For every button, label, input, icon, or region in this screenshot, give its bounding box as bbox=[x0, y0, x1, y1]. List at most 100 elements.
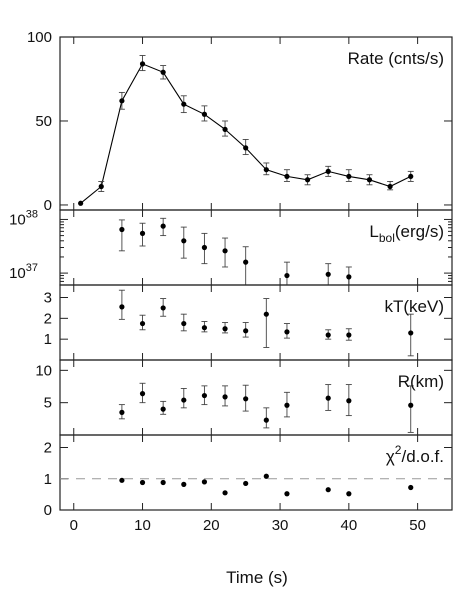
panel-label-rest: /d.o.f. bbox=[401, 447, 444, 466]
y-tick-label: 1 bbox=[44, 331, 52, 348]
data-point bbox=[243, 328, 249, 334]
y-tick-label: 2 bbox=[44, 310, 52, 327]
data-point bbox=[346, 274, 352, 280]
data-point bbox=[222, 248, 228, 254]
data-point bbox=[408, 484, 414, 491]
data-point bbox=[160, 406, 166, 412]
data-point bbox=[325, 168, 331, 174]
data-point bbox=[160, 479, 166, 486]
data-point bbox=[263, 417, 269, 423]
panel-label: Rate (cnts/s) bbox=[348, 49, 444, 68]
data-point bbox=[346, 398, 352, 404]
panel-frame bbox=[59, 434, 453, 511]
panel-3: 1 2 3 kT(keV) bbox=[44, 284, 453, 361]
data-point bbox=[181, 238, 187, 244]
x-tick-label: 10 bbox=[134, 517, 151, 534]
data-point bbox=[181, 101, 187, 107]
y-tick-label: 1038 bbox=[9, 208, 38, 228]
panel-frame bbox=[59, 359, 453, 436]
data-point bbox=[387, 183, 393, 190]
y-tick-label: 50 bbox=[35, 113, 52, 130]
data-point bbox=[201, 392, 208, 399]
data-point bbox=[284, 491, 290, 497]
data-point bbox=[201, 111, 208, 117]
panel-label: Lbol(erg/s) bbox=[369, 222, 444, 245]
data-point bbox=[284, 173, 290, 180]
data-point bbox=[181, 320, 187, 327]
data-point bbox=[119, 409, 125, 415]
data-point bbox=[139, 61, 146, 67]
panel-2: 1037 1038 Lbol(erg/s) bbox=[9, 208, 453, 286]
x-tick-label: 20 bbox=[203, 517, 220, 534]
y-tick-label: 0 bbox=[44, 502, 52, 519]
data-point bbox=[139, 479, 146, 486]
panel-label-main: L bbox=[369, 222, 378, 241]
data-point bbox=[78, 200, 84, 206]
panel-label-superscript: 2 bbox=[395, 443, 402, 457]
data-point bbox=[366, 177, 373, 183]
data-point bbox=[346, 491, 352, 497]
data-point bbox=[243, 480, 249, 487]
data-point bbox=[222, 490, 228, 496]
panel-label-rest: (erg/s) bbox=[395, 222, 444, 241]
data-point bbox=[325, 271, 331, 277]
data-point bbox=[222, 126, 228, 132]
data-point bbox=[408, 173, 414, 180]
x-axis: 0 10 20 30 40 50 bbox=[70, 517, 426, 534]
data-point bbox=[325, 332, 331, 338]
data-point bbox=[119, 304, 125, 310]
y-tick-exponent: 37 bbox=[26, 262, 38, 274]
data-point bbox=[222, 326, 228, 332]
data-point bbox=[284, 329, 290, 335]
data-point bbox=[139, 230, 146, 236]
data-point bbox=[119, 477, 125, 483]
data-point bbox=[181, 481, 187, 487]
data-point bbox=[408, 402, 414, 408]
series-line bbox=[80, 63, 411, 204]
data-point bbox=[325, 487, 331, 493]
data-point bbox=[243, 145, 249, 151]
data-point bbox=[346, 332, 352, 338]
panel-label: kT(keV) bbox=[385, 297, 445, 316]
data-point bbox=[284, 402, 290, 408]
x-tick-label: 0 bbox=[70, 517, 78, 534]
y-tick-label: 1 bbox=[44, 471, 52, 488]
data-point bbox=[181, 397, 187, 403]
data-point bbox=[160, 223, 166, 229]
data-point bbox=[222, 394, 228, 400]
panel-label: χ2/d.o.f. bbox=[386, 443, 444, 466]
panel-label: R(km) bbox=[398, 372, 444, 391]
data-point bbox=[201, 479, 208, 485]
data-point bbox=[263, 311, 269, 317]
data-point bbox=[243, 259, 249, 265]
data-point bbox=[201, 244, 208, 251]
panel-label-subscript: bol bbox=[379, 231, 395, 245]
y-tick-label: 10 bbox=[35, 362, 52, 379]
data-point bbox=[325, 395, 331, 401]
y-tick-label: 0 bbox=[44, 197, 52, 214]
data-point bbox=[139, 320, 146, 327]
data-point bbox=[160, 69, 166, 75]
data-point bbox=[284, 272, 290, 279]
x-tick-label: 40 bbox=[340, 517, 357, 534]
panel-5: 0 1 2 χ2/d.o.f. bbox=[44, 434, 453, 519]
data-point bbox=[160, 305, 166, 311]
panel-label-main: χ bbox=[386, 447, 395, 466]
y-tick-exponent: 38 bbox=[26, 208, 38, 220]
data-point bbox=[243, 396, 249, 402]
data-point bbox=[263, 473, 269, 479]
x-tick-label: 30 bbox=[272, 517, 289, 534]
data-point bbox=[119, 226, 125, 233]
data-point bbox=[263, 167, 269, 173]
panel-frame bbox=[59, 209, 453, 286]
y-tick-label: 100 bbox=[27, 29, 52, 46]
data-point bbox=[408, 330, 414, 336]
data-point bbox=[304, 177, 311, 183]
panel-4: 5 10 R(km) bbox=[35, 359, 453, 436]
data-point bbox=[139, 391, 146, 397]
panel-1: 0 50 100 Rate (cnts/s) bbox=[27, 29, 453, 214]
data-point bbox=[346, 173, 352, 180]
data-point bbox=[201, 325, 208, 331]
